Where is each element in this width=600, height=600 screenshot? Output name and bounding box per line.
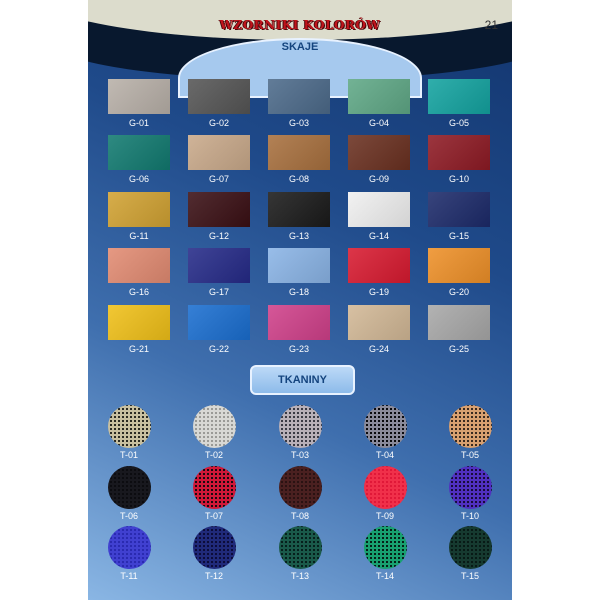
swatch-g-09 (348, 135, 410, 170)
swatch-label: G-10 (448, 174, 469, 184)
fabric-label: T-05 (460, 450, 479, 460)
swatch-label: G-24 (368, 344, 389, 354)
fabric-label: T-12 (204, 571, 223, 581)
fabric-label: T-04 (375, 450, 394, 460)
swatch-label: G-25 (448, 344, 469, 354)
fabric-label: T-10 (460, 511, 479, 521)
fabric-t-06 (108, 466, 151, 509)
swatch-g-10 (428, 135, 490, 170)
fabric-label: T-06 (119, 511, 138, 521)
catalog-page: WZORNIKI KOLORÓW 21 SKAJE G-01 G-02 G-03 G-… (88, 0, 512, 600)
swatch-label: G-15 (448, 231, 469, 241)
swatch-g-17 (188, 248, 250, 283)
swatch-g-22 (188, 305, 250, 340)
fabric-label: T-08 (290, 511, 309, 521)
fabric-label: T-01 (119, 450, 138, 460)
fabric-label: T-15 (460, 571, 479, 581)
swatch-label: G-19 (368, 287, 389, 297)
swatch-label: G-20 (448, 287, 469, 297)
swatch-g-06 (108, 135, 170, 170)
fabric-t-12 (193, 526, 236, 569)
swatch-label: G-11 (129, 231, 149, 241)
fabric-label: T-14 (375, 571, 394, 581)
fabric-t-15 (449, 526, 492, 569)
fabric-t-07 (193, 466, 236, 509)
swatch-label: G-01 (128, 118, 149, 128)
fabric-t-05 (449, 405, 492, 448)
fabric-t-08 (279, 466, 322, 509)
swatch-g-25 (428, 305, 490, 340)
swatch-g-07 (188, 135, 250, 170)
fabric-label: T-13 (290, 571, 309, 581)
swatch-g-16 (108, 248, 170, 283)
swatch-label: G-08 (288, 174, 309, 184)
section-title-skaje: SKAJE (281, 41, 319, 53)
swatch-g-15 (428, 192, 490, 227)
fabric-label: T-07 (204, 511, 223, 521)
section-title-tkaniny: TKANINY (250, 365, 355, 395)
swatch-label: G-03 (288, 118, 309, 128)
swatch-label: G-17 (208, 287, 229, 297)
fabric-t-09 (364, 466, 407, 509)
swatch-g-18 (268, 248, 330, 283)
swatch-g-12 (188, 192, 250, 227)
swatch-g-03 (268, 79, 330, 114)
swatch-label: G-21 (128, 344, 149, 354)
fabric-t-02 (193, 405, 236, 448)
swatch-label: G-06 (128, 174, 149, 184)
fabric-t-03 (279, 405, 322, 448)
swatch-g-19 (348, 248, 410, 283)
fabric-t-10 (449, 466, 492, 509)
fabric-t-13 (279, 526, 322, 569)
fabric-label: T-03 (290, 450, 309, 460)
swatch-g-04 (348, 79, 410, 114)
swatch-label: G-14 (368, 231, 389, 241)
fabric-label: T-09 (375, 511, 394, 521)
page-number: 21 (484, 18, 498, 32)
swatch-g-01 (108, 79, 170, 114)
fabric-t-14 (364, 526, 407, 569)
page-title: WZORNIKI KOLORÓW (219, 18, 381, 32)
swatch-g-02 (188, 79, 250, 114)
swatch-g-11 (108, 192, 170, 227)
swatch-label: G-22 (208, 344, 229, 354)
swatch-label: G-05 (448, 118, 469, 128)
swatch-label: G-04 (368, 118, 389, 128)
swatch-g-14 (348, 192, 410, 227)
swatch-label: G-13 (288, 231, 309, 241)
swatch-label: G-12 (208, 231, 229, 241)
swatch-label: G-18 (288, 287, 309, 297)
fabric-label: T-11 (120, 571, 138, 581)
swatch-label: G-23 (288, 344, 309, 354)
swatch-g-23 (268, 305, 330, 340)
swatch-g-05 (428, 79, 490, 114)
fabric-label: T-02 (204, 450, 223, 460)
swatch-g-24 (348, 305, 410, 340)
swatch-label: G-02 (208, 118, 229, 128)
swatch-label: G-07 (208, 174, 229, 184)
swatch-g-13 (268, 192, 330, 227)
swatch-g-08 (268, 135, 330, 170)
fabric-t-01 (108, 405, 151, 448)
swatch-g-20 (428, 248, 490, 283)
swatch-label: G-09 (368, 174, 389, 184)
swatch-label: G-16 (128, 287, 149, 297)
fabric-t-04 (364, 405, 407, 448)
fabric-t-11 (108, 526, 151, 569)
swatch-g-21 (108, 305, 170, 340)
